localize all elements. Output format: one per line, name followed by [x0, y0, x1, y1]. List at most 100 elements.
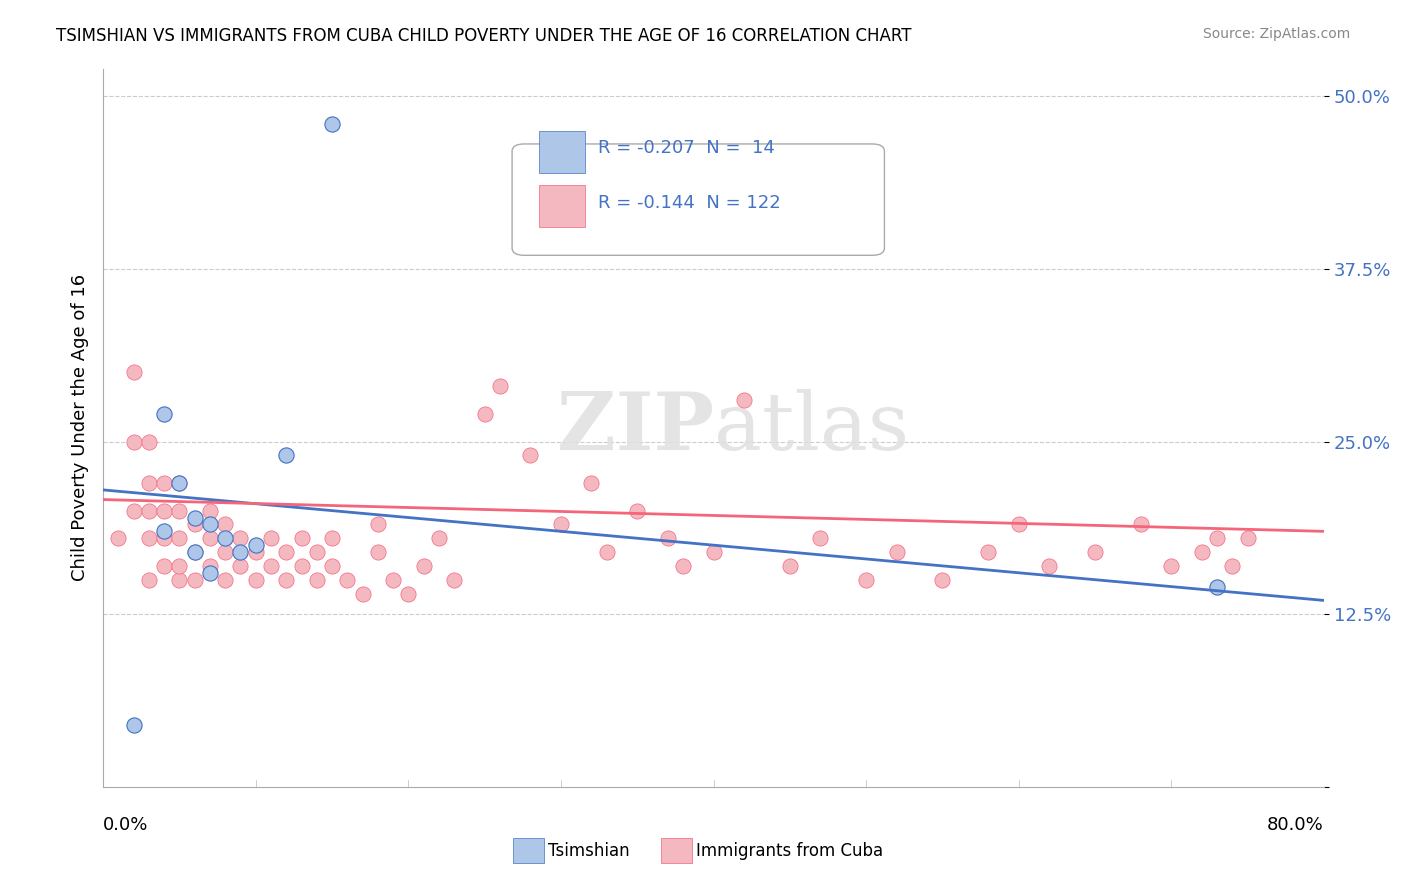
Point: [169, 475, 191, 490]
Point: [1220, 558, 1243, 573]
Point: [153, 558, 176, 573]
Point: [702, 545, 724, 559]
Point: [214, 545, 236, 559]
Point: [396, 586, 419, 600]
Text: atlas: atlas: [713, 389, 908, 467]
Point: [260, 558, 283, 573]
Text: 80.0%: 80.0%: [1267, 815, 1324, 834]
Point: [276, 448, 298, 462]
Text: R = -0.144  N = 122: R = -0.144 N = 122: [598, 194, 780, 212]
Point: [260, 531, 283, 545]
Point: [1236, 531, 1258, 545]
Point: [489, 379, 512, 393]
Point: [198, 503, 221, 517]
Point: [214, 517, 236, 532]
Text: Tsimshian: Tsimshian: [548, 842, 630, 860]
Point: [1206, 580, 1229, 594]
Point: [153, 531, 176, 545]
Point: [290, 558, 312, 573]
Point: [886, 545, 908, 559]
Point: [229, 531, 252, 545]
FancyBboxPatch shape: [538, 131, 585, 173]
Text: Source: ZipAtlas.com: Source: ZipAtlas.com: [1202, 27, 1350, 41]
Point: [626, 503, 648, 517]
Y-axis label: Child Poverty Under the Age of 16: Child Poverty Under the Age of 16: [72, 274, 89, 582]
FancyBboxPatch shape: [538, 185, 585, 227]
Point: [169, 573, 191, 587]
Point: [1038, 558, 1060, 573]
Point: [245, 573, 267, 587]
Point: [153, 524, 176, 539]
Point: [122, 503, 145, 517]
Point: [321, 531, 343, 545]
Point: [245, 545, 267, 559]
Point: [183, 573, 205, 587]
Point: [276, 545, 298, 559]
Point: [183, 517, 205, 532]
Point: [305, 573, 328, 587]
Point: [1084, 545, 1107, 559]
Point: [169, 475, 191, 490]
Point: [581, 475, 603, 490]
Text: Immigrants from Cuba: Immigrants from Cuba: [696, 842, 883, 860]
Point: [153, 407, 176, 421]
Point: [138, 475, 160, 490]
Text: 0.0%: 0.0%: [103, 815, 149, 834]
Text: TSIMSHIAN VS IMMIGRANTS FROM CUBA CHILD POVERTY UNDER THE AGE OF 16 CORRELATION : TSIMSHIAN VS IMMIGRANTS FROM CUBA CHILD …: [56, 27, 911, 45]
Point: [198, 566, 221, 580]
Point: [596, 545, 619, 559]
Point: [153, 475, 176, 490]
Point: [138, 573, 160, 587]
Point: [367, 517, 389, 532]
Point: [198, 531, 221, 545]
Point: [352, 586, 374, 600]
Point: [321, 117, 343, 131]
Point: [122, 366, 145, 380]
Point: [657, 531, 679, 545]
Point: [672, 558, 695, 573]
Point: [977, 545, 1000, 559]
Point: [122, 718, 145, 732]
Point: [153, 503, 176, 517]
Point: [305, 545, 328, 559]
Text: ZIP: ZIP: [557, 389, 713, 467]
Point: [169, 531, 191, 545]
Point: [198, 558, 221, 573]
Point: [229, 558, 252, 573]
Point: [550, 517, 572, 532]
Point: [519, 448, 541, 462]
Point: [336, 573, 359, 587]
Point: [122, 434, 145, 449]
Point: [107, 531, 129, 545]
Point: [214, 531, 236, 545]
Point: [138, 503, 160, 517]
Point: [276, 573, 298, 587]
Point: [1008, 517, 1031, 532]
Point: [427, 531, 450, 545]
Point: [321, 558, 343, 573]
Point: [290, 531, 312, 545]
Point: [1160, 558, 1182, 573]
Point: [198, 517, 221, 532]
Point: [183, 545, 205, 559]
Point: [808, 531, 831, 545]
Point: [1129, 517, 1152, 532]
Point: [412, 558, 434, 573]
Point: [183, 545, 205, 559]
Point: [443, 573, 465, 587]
Point: [1191, 545, 1213, 559]
Point: [214, 573, 236, 587]
Point: [474, 407, 496, 421]
Point: [367, 545, 389, 559]
Point: [183, 510, 205, 524]
Point: [169, 558, 191, 573]
Point: [138, 531, 160, 545]
Point: [138, 434, 160, 449]
Point: [779, 558, 801, 573]
Point: [382, 573, 405, 587]
Point: [733, 393, 755, 408]
Point: [931, 573, 953, 587]
FancyBboxPatch shape: [512, 144, 884, 255]
Point: [855, 573, 877, 587]
Point: [1206, 531, 1229, 545]
